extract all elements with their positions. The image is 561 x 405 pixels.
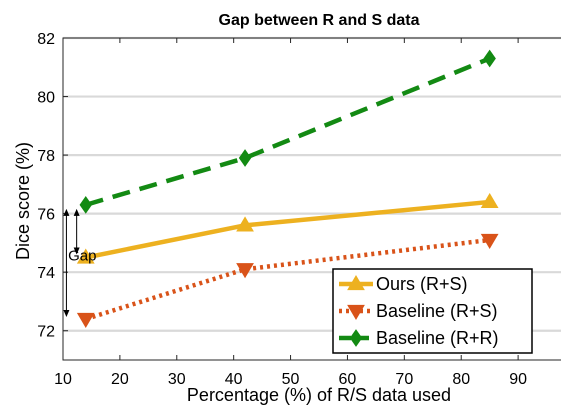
series-line xyxy=(85,56,491,208)
arrow-head-top xyxy=(63,208,70,216)
x-tick-label: 70 xyxy=(395,371,413,388)
y-tick-label: 72 xyxy=(37,324,55,341)
y-tick-label: 82 xyxy=(37,31,55,48)
data-point xyxy=(483,49,496,68)
series-line xyxy=(85,237,490,322)
legend-item-2: Baseline (R+S) xyxy=(339,301,498,321)
data-point xyxy=(480,192,499,209)
gap-arrow-small xyxy=(73,208,80,255)
x-tick-label: 30 xyxy=(168,371,186,388)
axes xyxy=(62,37,561,361)
y-tick-label: 80 xyxy=(37,90,55,107)
tick-labels: 102030405060708090100727476788082 xyxy=(37,31,527,388)
y-tick-label: 74 xyxy=(37,265,55,282)
plot-frame xyxy=(62,37,561,361)
gap-arrow-large xyxy=(63,208,70,318)
x-tick-label: 50 xyxy=(282,371,300,388)
x-tick-label: 80 xyxy=(452,371,470,388)
data-point xyxy=(76,248,95,264)
legend-label: Ours (R+S) xyxy=(376,274,468,294)
data-point xyxy=(79,195,92,214)
series-3 xyxy=(79,49,496,214)
legend: Ours (R+S) Baseline (R+S) Baseline (R+R) xyxy=(332,268,533,354)
data-point xyxy=(238,149,252,167)
legend-swatch-marker xyxy=(347,304,365,320)
data-point xyxy=(480,233,499,249)
x-tick-label: 60 xyxy=(339,371,357,388)
legend-item-1: Ours (R+S) xyxy=(339,274,468,294)
arrow-head-top xyxy=(73,208,80,216)
series-2 xyxy=(76,233,499,329)
chart-title: Gap between R and S data xyxy=(219,12,420,29)
legend-label: Baseline (R+S) xyxy=(376,301,498,321)
y-tick-label: 76 xyxy=(37,207,55,224)
gap-annotation: Gap xyxy=(63,208,96,318)
gap-label: Gap xyxy=(68,247,96,264)
series xyxy=(76,49,499,329)
arrow-head-bottom xyxy=(63,310,70,318)
data-point xyxy=(236,263,254,279)
y-tick-label: 78 xyxy=(37,148,55,165)
x-tick-label: 10 xyxy=(54,371,72,388)
legend-swatch-marker xyxy=(349,329,363,347)
legend-label: Baseline (R+R) xyxy=(376,328,499,348)
data-point xyxy=(236,216,254,232)
y-axis-title: Dice score (%) xyxy=(13,142,33,260)
series-1 xyxy=(76,192,499,264)
legend-swatch-marker xyxy=(347,275,365,291)
data-point xyxy=(76,312,95,329)
x-axis-title: Percentage (%) of R/S data used xyxy=(187,385,451,405)
legend-item-3: Baseline (R+R) xyxy=(339,328,499,348)
arrow-head-bottom xyxy=(73,247,80,255)
x-tick-label: 40 xyxy=(225,371,243,388)
x-tick-label: 90 xyxy=(509,371,527,388)
x-tick-label: 20 xyxy=(111,371,129,388)
